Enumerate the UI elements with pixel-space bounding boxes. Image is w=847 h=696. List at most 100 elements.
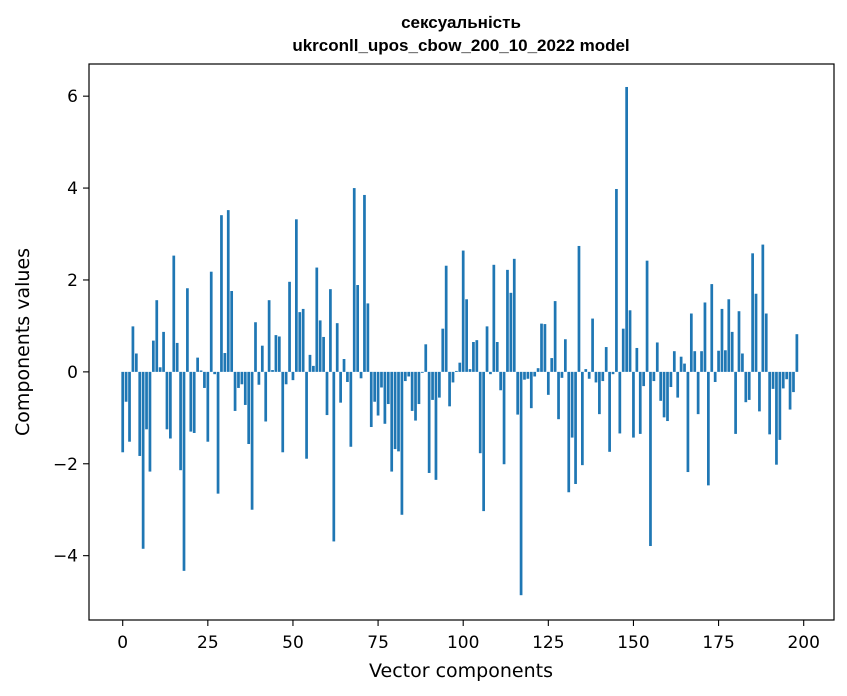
bar-component-2 (128, 371, 131, 442)
bar-component-0 (121, 371, 125, 453)
bar-component-31 (226, 210, 230, 372)
bar-component-64 (339, 371, 342, 403)
bar-component-38 (250, 371, 254, 510)
bar-component-133 (574, 371, 577, 484)
bar-component-134 (577, 245, 581, 372)
bar-component-188 (761, 244, 765, 372)
bar-component-59 (322, 336, 325, 372)
bar-component-144 (611, 371, 615, 375)
bar-component-151 (635, 347, 639, 372)
y-tick-label: 4 (67, 179, 78, 199)
bar-component-71 (363, 194, 366, 372)
y-axis-ticks: −4 −2 0 2 4 6 (53, 87, 89, 567)
bar-component-176 (720, 308, 724, 372)
bar-component-162 (672, 351, 676, 372)
bar-component-121 (533, 371, 537, 377)
bar-component-9 (151, 340, 155, 372)
bar-component-42 (264, 371, 268, 422)
bar-component-69 (356, 285, 360, 372)
bar-component-117 (519, 371, 523, 596)
x-tick-label: 125 (532, 633, 564, 653)
bar-component-152 (638, 371, 642, 434)
bar-component-30 (223, 353, 227, 372)
bar-component-126 (550, 358, 554, 372)
bar-component-8 (148, 371, 152, 472)
bar-component-194 (781, 371, 785, 389)
bar-component-156 (652, 371, 656, 382)
bar-component-141 (601, 371, 605, 382)
bar-component-143 (608, 371, 611, 452)
x-tick-label: 75 (367, 633, 389, 653)
bar-component-88 (420, 371, 424, 373)
bar-component-79 (390, 371, 394, 472)
bar-component-65 (342, 359, 346, 372)
bar-component-169 (696, 371, 700, 415)
bar-component-97 (451, 371, 455, 383)
bar-component-43 (267, 300, 271, 372)
bar-component-115 (512, 258, 516, 372)
bar-component-140 (598, 371, 601, 415)
bar-component-95 (444, 265, 448, 372)
bar-component-145 (615, 188, 618, 372)
bar-component-15 (172, 255, 176, 372)
bar-component-111 (499, 371, 503, 391)
y-tick-label: 0 (67, 363, 78, 383)
bar-component-191 (771, 371, 775, 389)
plot-frame (88, 63, 835, 621)
bar-component-75 (376, 371, 380, 416)
bar-component-157 (655, 342, 659, 372)
bar-component-19 (186, 288, 189, 372)
bar-component-148 (625, 86, 628, 372)
bar-component-18 (182, 371, 186, 571)
bar-component-178 (727, 299, 731, 372)
bar-component-90 (427, 371, 431, 473)
bar-component-181 (737, 311, 741, 372)
bar-component-11 (158, 367, 162, 372)
bar-component-183 (744, 371, 748, 403)
x-tick-label: 50 (282, 633, 304, 653)
bar-component-198 (795, 334, 799, 372)
bar-component-127 (553, 301, 557, 372)
bar-component-172 (707, 371, 710, 486)
bar-component-12 (162, 331, 165, 372)
bar-component-135 (581, 371, 584, 466)
bar-component-160 (666, 371, 669, 422)
bar-component-136 (584, 369, 588, 372)
bar-component-35 (240, 371, 244, 385)
bar-component-139 (594, 371, 598, 383)
bar-component-56 (312, 365, 315, 372)
x-tick-label: 200 (787, 633, 819, 653)
bar-component-173 (710, 284, 714, 372)
bar-component-36 (243, 371, 247, 405)
bar-component-77 (383, 371, 387, 424)
bar-component-50 (291, 371, 295, 381)
bar-component-142 (604, 347, 608, 372)
x-tick-label: 175 (702, 633, 734, 653)
bar-component-32 (230, 291, 234, 372)
bar-component-93 (438, 371, 441, 398)
bar-component-24 (203, 371, 206, 388)
bar-component-100 (461, 250, 465, 372)
bar-component-107 (485, 326, 489, 372)
bar-component-168 (693, 351, 697, 372)
bar-component-153 (642, 371, 646, 387)
bar-component-174 (713, 371, 717, 382)
bar-component-110 (495, 342, 499, 372)
bar-component-48 (284, 371, 288, 385)
bar-component-147 (621, 328, 625, 372)
bar-component-14 (169, 371, 172, 439)
bar-component-116 (516, 371, 520, 415)
bar-component-37 (247, 371, 251, 445)
bar-component-73 (369, 371, 373, 428)
bar-component-170 (700, 351, 703, 372)
bar-component-193 (778, 371, 782, 440)
bar-component-132 (570, 371, 574, 438)
bar-component-25 (206, 371, 210, 442)
bar-component-70 (359, 371, 363, 379)
chart-title: сексуальність (401, 13, 521, 32)
bar-component-123 (540, 323, 543, 372)
bar-component-39 (254, 322, 257, 372)
bar-component-72 (366, 303, 370, 372)
y-tick-label: −4 (53, 547, 78, 567)
